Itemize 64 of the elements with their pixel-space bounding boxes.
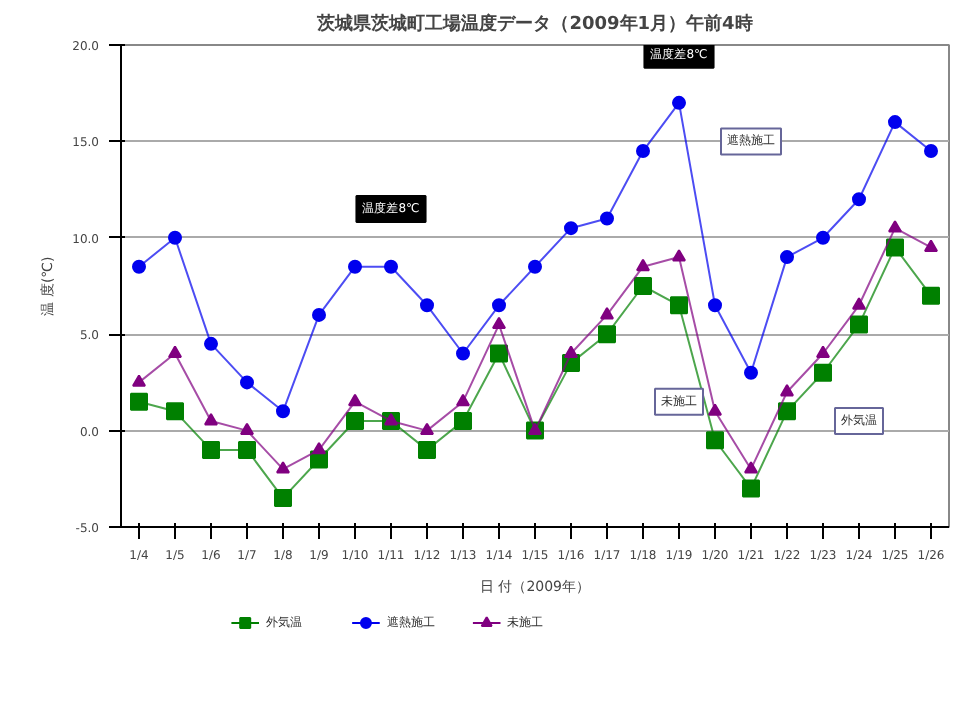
point — [204, 413, 218, 426]
point — [130, 392, 148, 411]
point — [816, 230, 830, 245]
point — [202, 440, 220, 459]
point — [490, 344, 508, 363]
point — [384, 259, 398, 274]
point — [346, 411, 364, 430]
point — [456, 393, 470, 407]
point — [888, 115, 902, 130]
point — [312, 441, 326, 455]
point — [240, 422, 254, 436]
point — [778, 402, 796, 421]
point — [922, 286, 940, 305]
point — [708, 403, 722, 416]
point — [204, 336, 218, 351]
point — [744, 365, 758, 380]
point — [672, 95, 686, 110]
point — [706, 431, 724, 450]
point — [852, 297, 866, 310]
point — [492, 298, 506, 313]
point — [420, 422, 434, 436]
point — [276, 404, 290, 419]
point — [888, 220, 902, 233]
point — [600, 306, 614, 320]
point — [454, 411, 472, 430]
point — [312, 307, 326, 322]
point — [924, 144, 938, 159]
point — [420, 298, 434, 313]
point — [636, 144, 650, 159]
point — [780, 250, 794, 265]
point — [168, 230, 182, 245]
point — [276, 461, 290, 474]
point — [564, 221, 578, 236]
point — [744, 461, 758, 474]
point — [418, 440, 436, 459]
point — [850, 315, 868, 334]
point — [780, 384, 794, 397]
point — [742, 479, 760, 498]
point — [168, 345, 182, 358]
point — [816, 345, 830, 358]
chart-title: 茨城県茨城町工場温度データ（2009年1月）午前4時 — [315, 13, 753, 35]
point — [672, 249, 686, 262]
point — [924, 239, 938, 252]
point — [132, 374, 146, 387]
point — [598, 325, 616, 344]
point — [456, 346, 470, 361]
point — [852, 192, 866, 207]
point — [274, 489, 292, 508]
point — [814, 363, 832, 382]
point — [708, 298, 722, 313]
point — [166, 402, 184, 421]
point — [634, 277, 652, 295]
point — [600, 211, 614, 226]
point — [348, 259, 362, 274]
point — [132, 259, 146, 274]
point — [670, 296, 688, 315]
point — [886, 238, 904, 257]
point — [238, 440, 256, 459]
point — [240, 375, 254, 390]
point — [636, 258, 650, 272]
point — [492, 316, 506, 330]
point — [348, 393, 362, 407]
point — [528, 259, 542, 274]
point — [564, 345, 578, 358]
